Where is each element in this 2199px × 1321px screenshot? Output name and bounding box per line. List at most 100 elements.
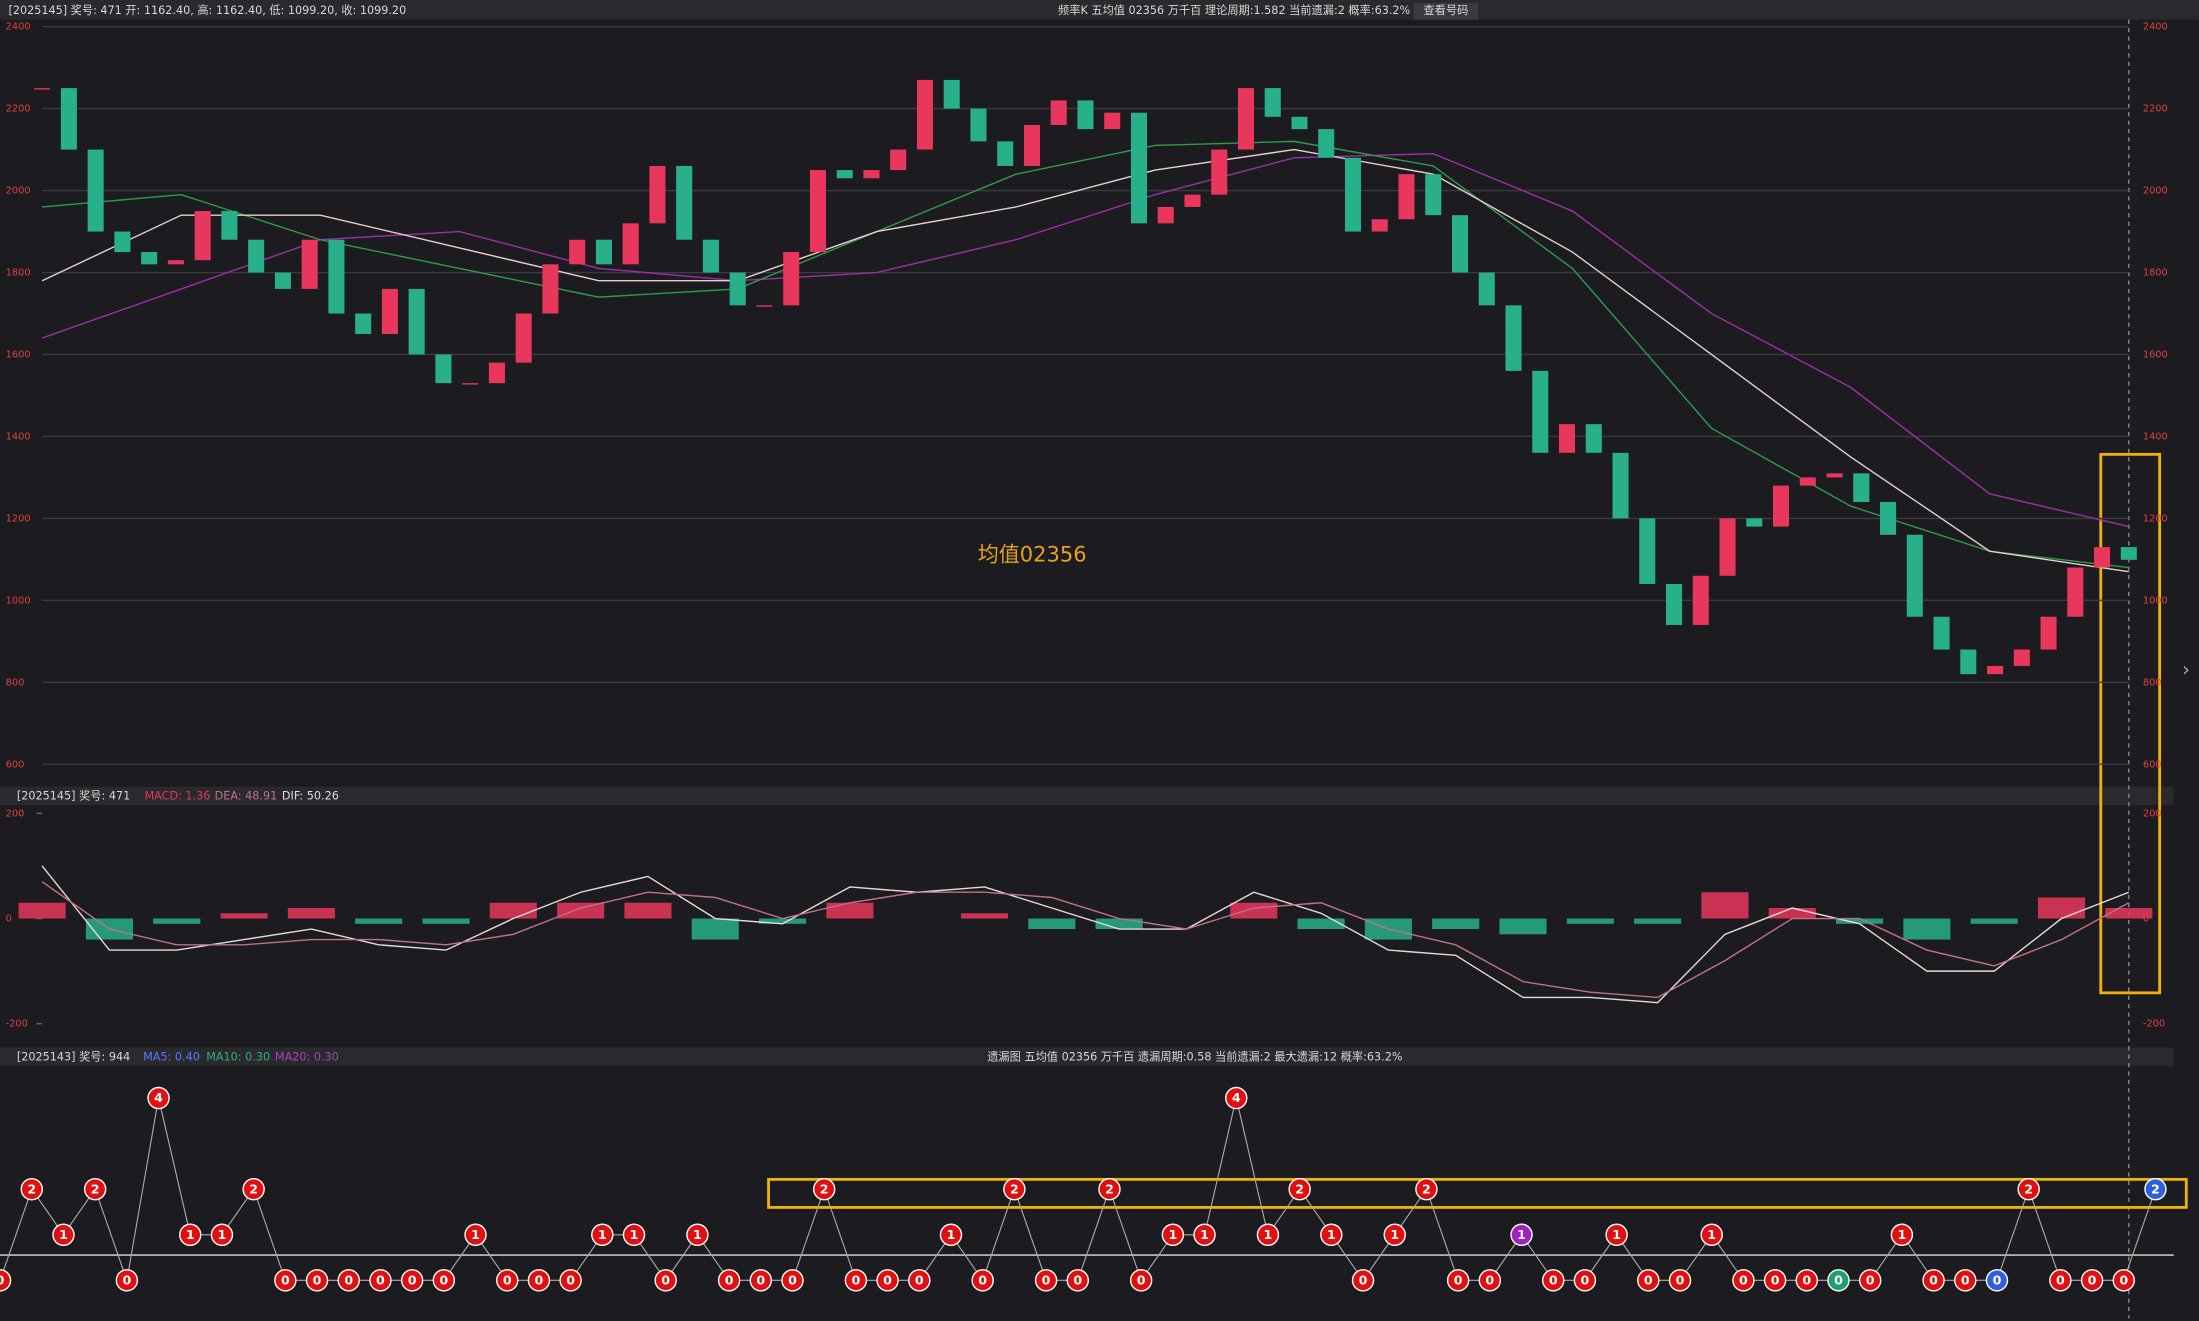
histogram-bar (153, 918, 201, 924)
omission-dot (908, 1269, 931, 1292)
omission-dot (1985, 1269, 2009, 1292)
omission-label: 1 (1264, 1227, 1273, 1242)
omission-label: 0 (1454, 1273, 1463, 1288)
omission-dot (1922, 1269, 1945, 1292)
omission-dot (781, 1269, 804, 1292)
y-tick-label: -200 (6, 1019, 28, 1030)
omission-dot (242, 1177, 265, 1201)
candle (194, 211, 211, 261)
omission-dot (1637, 1269, 1660, 1292)
omission-label: 0 (1866, 1273, 1875, 1288)
candle (1291, 116, 1308, 130)
ma10-label: MA10: 0.30 (206, 1050, 270, 1063)
candle (1799, 477, 1816, 486)
histogram-bar (1768, 908, 1816, 919)
candle (997, 141, 1014, 166)
y-tick-label: 1400 (2143, 431, 2168, 442)
omission-dot (2144, 1177, 2167, 1201)
omission-label: 0 (1485, 1273, 1494, 1288)
omission-label: 0 (566, 1273, 575, 1288)
omission-label: 0 (1581, 1273, 1590, 1288)
omission-label: 2 (820, 1181, 829, 1196)
y-tick-label: 800 (2143, 677, 2162, 688)
omission-label: 0 (756, 1273, 765, 1288)
omission-dot (1795, 1269, 1819, 1292)
candle (87, 149, 104, 232)
candle (301, 239, 318, 289)
view-button[interactable]: 查看号码 (1423, 3, 1468, 17)
candle (1050, 100, 1067, 125)
omission-label: 0 (1834, 1273, 1843, 1288)
omission-dot (1700, 1223, 1723, 1246)
omission-dot (717, 1269, 741, 1292)
status: 频率K 五均值 02356 万千百 理论周期:1.582 当前遗漏:2 概率:6… (1058, 3, 1410, 17)
y-tick-label: 1200 (6, 513, 31, 524)
omission-label: 1 (1707, 1227, 1716, 1242)
histogram-bar (1499, 918, 1547, 935)
omission-label: 0 (281, 1273, 290, 1288)
candle (1077, 100, 1094, 130)
candle (1318, 129, 1335, 158)
omission-dot (1954, 1269, 1977, 1292)
omission-dot (1510, 1223, 1533, 1246)
candle (676, 165, 693, 240)
candle (1023, 124, 1040, 166)
omission-label: 0 (376, 1273, 385, 1288)
omission-label: 0 (1073, 1273, 1082, 1288)
histogram-bar (489, 902, 537, 919)
omission-label: 2 (2151, 1181, 2160, 1196)
y-tick-label: 0 (6, 914, 12, 925)
omission-label: 0 (408, 1273, 417, 1288)
omission-dot (559, 1269, 582, 1292)
y-tick-label: 200 (6, 808, 25, 819)
omission-dot (876, 1269, 899, 1292)
histogram-bar (1970, 918, 2018, 924)
omission-dot (622, 1223, 646, 1246)
omission-dot (1415, 1177, 1438, 1201)
candle (1264, 88, 1281, 117)
candle (1237, 88, 1255, 150)
y-tick-label: -200 (2143, 1019, 2165, 1030)
candle (1987, 665, 2004, 675)
histogram-bar (624, 902, 672, 919)
y-tick-label: 600 (2143, 759, 2162, 770)
omission-dot (939, 1223, 963, 1246)
omission-label: 0 (1771, 1273, 1780, 1288)
expand-arrow[interactable]: › (2182, 658, 2190, 681)
omission-label: 2 (1422, 1181, 1431, 1196)
omission-dot (2017, 1177, 2040, 1201)
histogram-bar (1095, 918, 1143, 930)
omission-label: 0 (1359, 1273, 1368, 1288)
dea-line (41, 881, 2130, 999)
candle (1639, 518, 1656, 584)
omission-label: 0 (915, 1273, 924, 1288)
candle (1746, 518, 1763, 527)
omission-dot (1003, 1177, 1026, 1201)
omission-dot (527, 1269, 551, 1292)
omission-label: 1 (630, 1227, 639, 1242)
candle (1505, 305, 1522, 371)
y-tick-label: 1400 (6, 431, 31, 442)
omission-label: 1 (1517, 1227, 1526, 1242)
omission-label: 1 (59, 1227, 68, 1242)
candle (943, 79, 960, 109)
omission-dot (1890, 1223, 1914, 1246)
button-bg[interactable] (1413, 2, 1479, 20)
histogram-bar (557, 902, 605, 919)
omission-label: 0 (2119, 1273, 2128, 1288)
candle (1719, 518, 1736, 576)
candle (488, 362, 505, 384)
omission-label: 1 (1897, 1227, 1906, 1242)
candle (1880, 502, 1897, 535)
omission-dot (1066, 1269, 1089, 1292)
omission-dot (1193, 1223, 1216, 1246)
omission-label: 0 (503, 1273, 512, 1288)
omission-dot (1383, 1223, 1406, 1246)
candle (1398, 174, 1415, 220)
omission-dot (305, 1269, 329, 1292)
omission-label: 2 (2024, 1181, 2033, 1196)
y-tick-label: 200 (2143, 808, 2162, 819)
omission-label: 0 (661, 1273, 670, 1288)
